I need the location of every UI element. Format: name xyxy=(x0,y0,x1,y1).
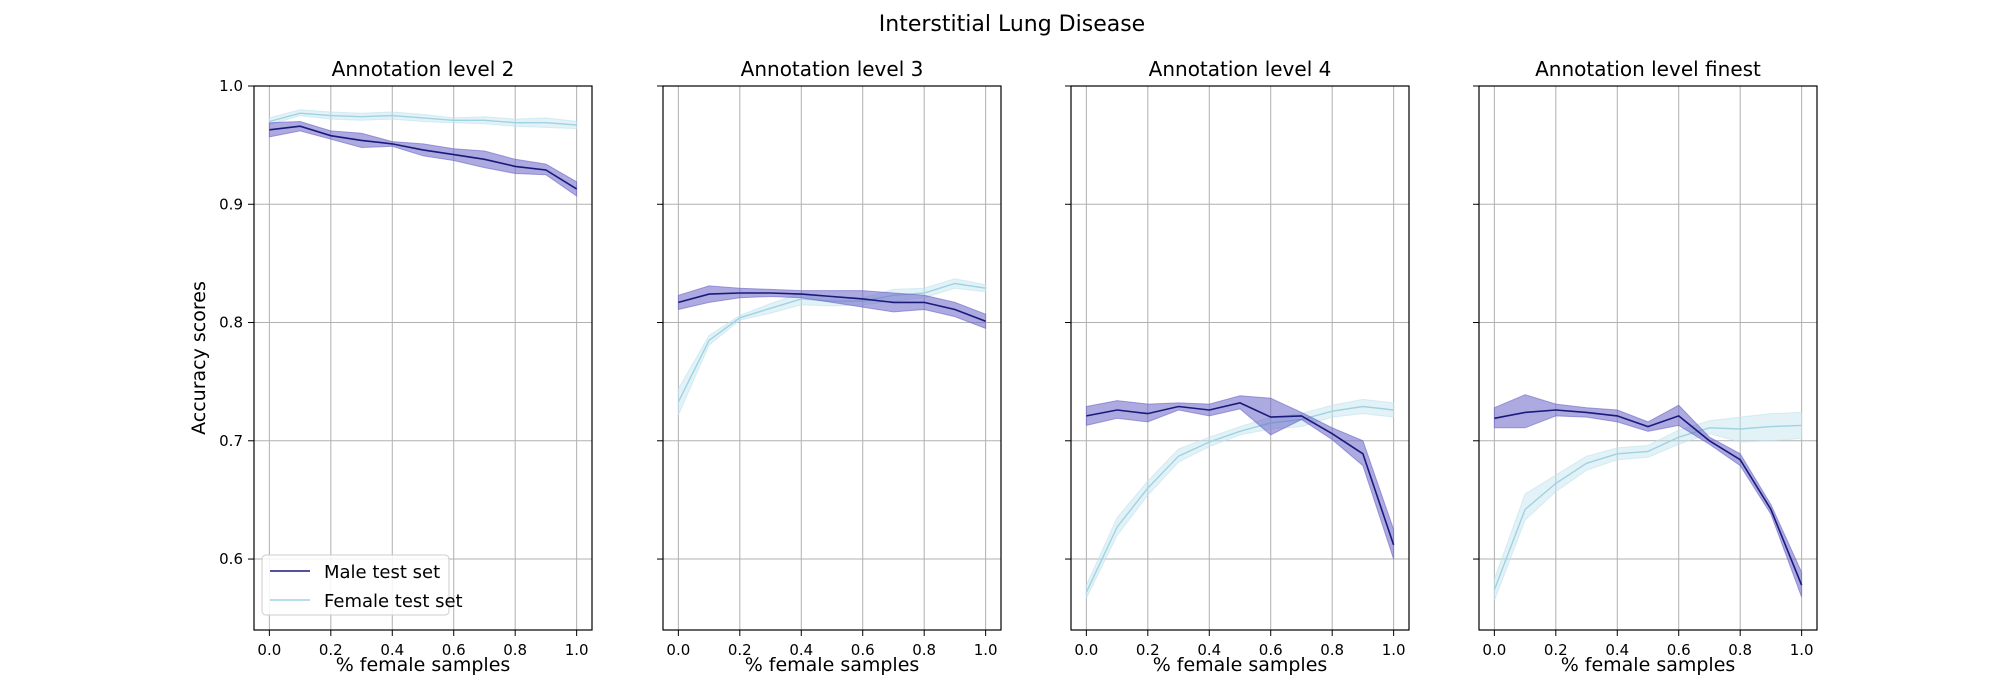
chart-panel-4: 0.0 0.2 0.4 0.6 0.8 1.0 Annotation level fines… xyxy=(1473,57,1818,676)
x-tick-label: 1.0 xyxy=(565,641,589,659)
x-tick-label: 0.6 xyxy=(851,641,875,659)
axes-frame xyxy=(1478,85,1818,631)
x-tick-label: 0.0 xyxy=(1074,641,1098,659)
male-series-line xyxy=(269,125,578,190)
female-series-line xyxy=(1085,405,1394,593)
y-tick-label: 0.6 xyxy=(219,550,243,568)
y-axis-label: Accuracy scores xyxy=(188,281,210,435)
chart-panel-1: 0.0 0.2 0.4 0.6 0.8 1.0 0.6 0.7 0.8 0.9 1.0 Annotat… xyxy=(188,57,593,676)
legend-label-male: Male test set xyxy=(324,562,440,583)
axes-frame xyxy=(253,85,593,631)
x-tick-label: 0.6 xyxy=(442,641,466,659)
female-confidence-band xyxy=(1493,411,1803,601)
female-confidence-band xyxy=(1085,398,1395,599)
x-tick-label: 0.8 xyxy=(1728,641,1752,659)
male-confidence-band xyxy=(1493,394,1803,598)
x-tick-label: 0.0 xyxy=(666,641,690,659)
x-tick-label: 0.6 xyxy=(1259,641,1283,659)
male-series-line xyxy=(1494,409,1803,586)
panel-title: Annotation level 2 xyxy=(332,57,515,81)
x-tick-label: 0.4 xyxy=(1605,641,1629,659)
x-tick-label: 0.4 xyxy=(1197,641,1221,659)
panel-title: Annotation level 4 xyxy=(1149,57,1332,81)
figure-title: Interstitial Lung Disease xyxy=(879,12,1145,37)
x-axis-label: % female samples xyxy=(1153,654,1328,676)
male-confidence-band xyxy=(268,120,578,197)
x-axis-label: % female samples xyxy=(745,654,920,676)
x-tick-label: 0.2 xyxy=(1136,641,1160,659)
legend-label-female: Female test set xyxy=(324,591,463,612)
male-series-line xyxy=(1086,402,1395,546)
x-tick-label: 0.0 xyxy=(257,641,281,659)
chart-panel-3: 0.0 0.2 0.4 0.6 0.8 1.0 Annotation level 4 % fe… xyxy=(1065,57,1410,676)
x-tick-label: 0.0 xyxy=(1482,641,1506,659)
axes-frame xyxy=(1070,85,1410,631)
chart-panel-2: 0.0 0.2 0.4 0.6 0.8 1.0 Annotation level 3 % fe… xyxy=(657,57,1002,676)
x-tick-label: 0.2 xyxy=(1544,641,1568,659)
x-tick-label: 1.0 xyxy=(1382,641,1406,659)
x-tick-label: 0.4 xyxy=(789,641,813,659)
x-tick-label: 0.8 xyxy=(503,641,527,659)
legend: Male test set Female test set xyxy=(261,554,463,616)
female-confidence-band xyxy=(268,109,578,130)
x-tick-label: 0.2 xyxy=(319,641,343,659)
female-series-line xyxy=(1493,424,1802,591)
x-tick-label: 0.8 xyxy=(912,641,936,659)
x-tick-label: 0.6 xyxy=(1667,641,1691,659)
x-tick-label: 0.8 xyxy=(1320,641,1344,659)
x-axis-label: % female samples xyxy=(1561,654,1736,676)
y-tick-label: 1.0 xyxy=(219,77,243,95)
panel-title: Annotation level finest xyxy=(1535,57,1761,81)
male-confidence-band xyxy=(1085,395,1395,560)
axes-frame xyxy=(662,85,1002,631)
panel-title: Annotation level 3 xyxy=(741,57,924,81)
x-axis-label: % female samples xyxy=(336,654,511,676)
x-tick-label: 1.0 xyxy=(974,641,998,659)
y-tick-label: 0.8 xyxy=(219,314,243,332)
female-series-line xyxy=(269,112,577,126)
x-tick-label: 0.4 xyxy=(380,641,404,659)
male-confidence-band xyxy=(677,285,987,330)
y-tick-label: 0.7 xyxy=(219,432,243,450)
y-tick-label: 0.9 xyxy=(219,195,243,213)
x-tick-label: 0.2 xyxy=(728,641,752,659)
x-tick-label: 1.0 xyxy=(1790,641,1814,659)
male-series-line xyxy=(678,292,986,323)
